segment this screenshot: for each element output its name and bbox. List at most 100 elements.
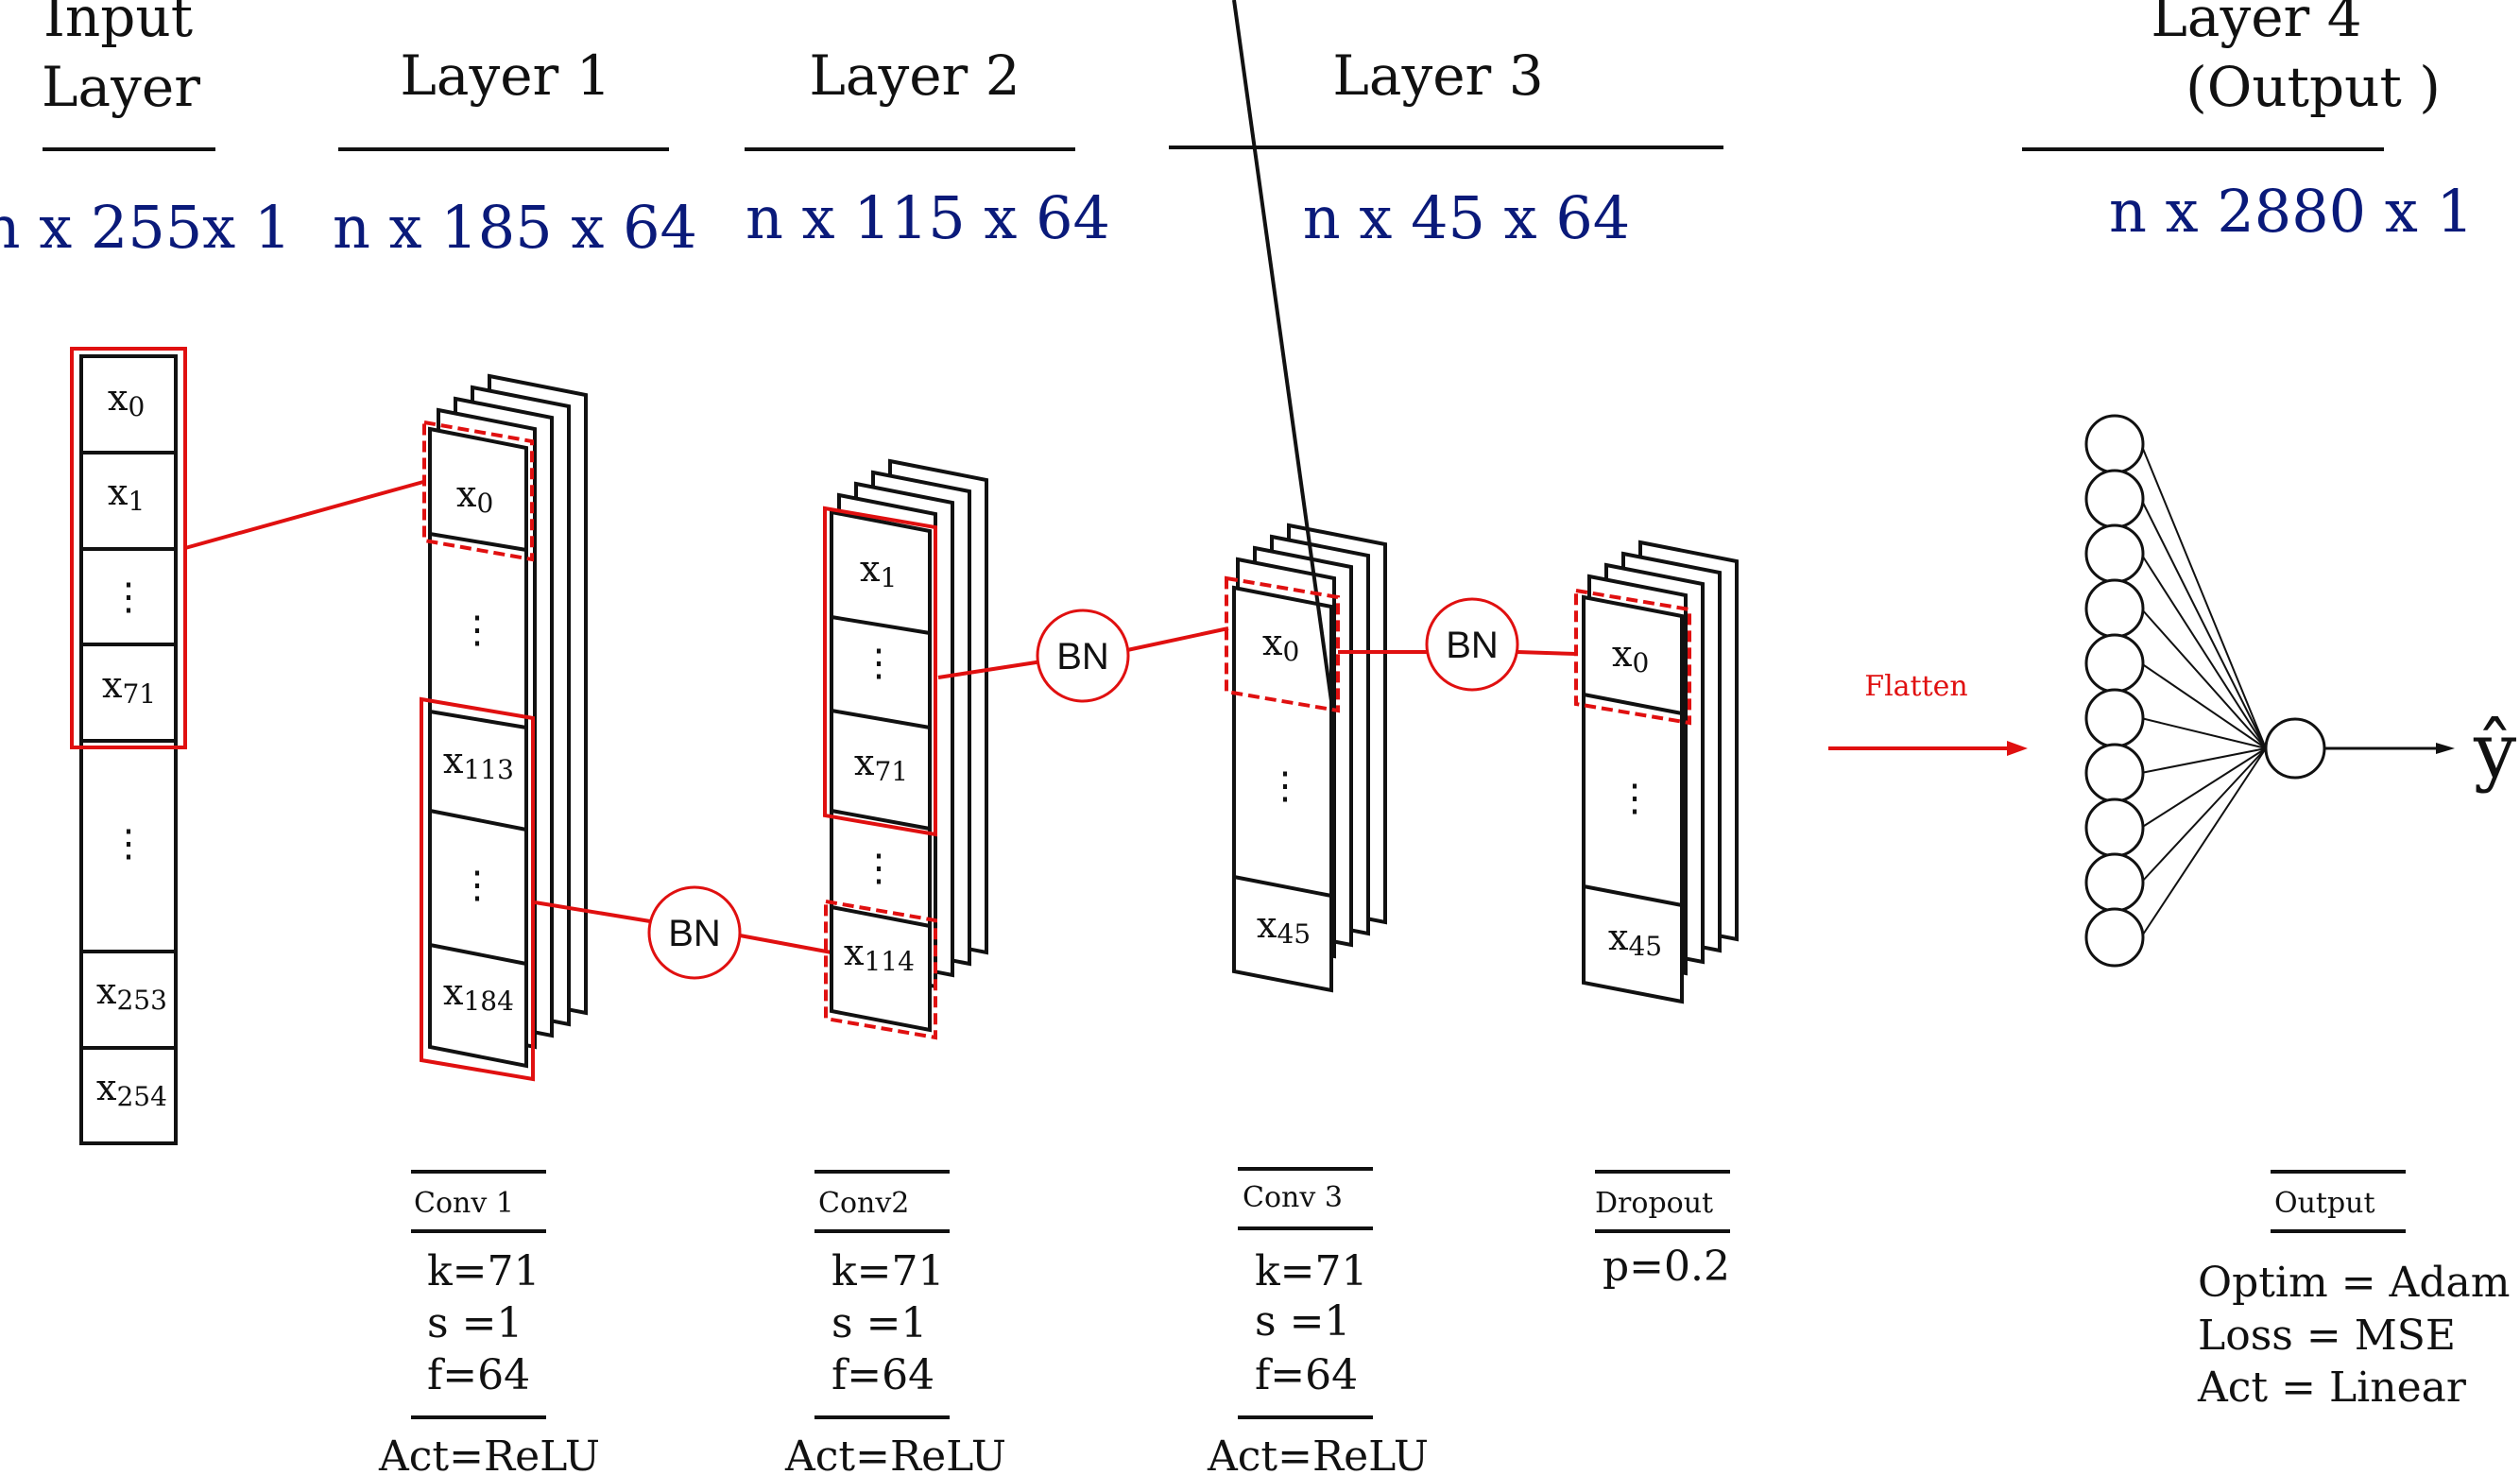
dropout-cell-x45: x45 xyxy=(1608,917,1662,962)
dropout-ellipsis: ⋮ xyxy=(1616,777,1654,820)
output-arrowhead xyxy=(2436,743,2455,754)
dense-connection xyxy=(2140,747,2267,883)
bn-circle-2 xyxy=(1036,609,1130,703)
layer1-title: Layer 1 xyxy=(400,43,610,108)
output-loss: Loss = MSE xyxy=(2198,1312,2456,1360)
layer2-front-map xyxy=(830,509,932,1033)
dense-neuron xyxy=(2084,633,2145,694)
conv2-stride: s =1 xyxy=(831,1299,927,1347)
conv3-activation: Act=ReLU xyxy=(1207,1432,1429,1475)
layer2-to-bn-connection xyxy=(937,660,1043,679)
layer1-x0-highlight xyxy=(422,420,534,562)
dense-connection xyxy=(2140,443,2267,749)
input-layer-title-line2: Layer xyxy=(42,55,200,119)
conv1-kernel: k=71 xyxy=(427,1247,540,1295)
bn-label-1: BN xyxy=(668,913,721,954)
layer1-dimension: n x 185 x 64 xyxy=(333,193,697,262)
dense-neuron xyxy=(2084,907,2145,968)
dense-connection xyxy=(2140,747,2267,829)
input-cell-x1: x1 xyxy=(108,472,145,517)
bn-label-3: BN xyxy=(1446,625,1499,666)
input-ellipsis-1: ⋮ xyxy=(110,575,147,619)
dense-connection xyxy=(2140,717,2267,749)
dropout-title: Dropout xyxy=(1595,1187,1713,1220)
input-ellipsis-2: ⋮ xyxy=(110,822,147,866)
layer3-feature-maps: x0 ⋮ x45 xyxy=(1225,0,1387,993)
output-params: Output Optim = Adam Loss = MSE Act = Lin… xyxy=(2197,1170,2510,1412)
dense-connection xyxy=(2140,662,2267,749)
flatten-arrowhead xyxy=(2007,741,2028,756)
layer1-ellipsis-1: ⋮ xyxy=(458,609,496,652)
batch-norm-1: BN xyxy=(647,885,742,980)
output-activation: Act = Linear xyxy=(2197,1364,2467,1412)
layer1-front-map xyxy=(428,426,528,1069)
output-dense-layer xyxy=(2084,414,2267,968)
layer4-dimension: n x 2880 x 1 xyxy=(2109,177,2474,246)
layer3-ellipsis: ⋮ xyxy=(1266,764,1304,808)
dense-connection xyxy=(2140,747,2267,938)
dense-connection xyxy=(2140,498,2267,749)
bn-to-dropout-connection xyxy=(1517,650,1577,656)
layer1-cell-x184: x184 xyxy=(443,971,514,1017)
output-optimizer: Optim = Adam xyxy=(2198,1259,2510,1307)
dropout-params: Dropout p=0.2 xyxy=(1595,1170,1730,1291)
conv2-params: Conv2 k=71 s =1 f=64 Act=ReLU xyxy=(784,1170,1006,1475)
layer3-cell-x0: x0 xyxy=(1262,622,1299,667)
layer2-cell-x1: x1 xyxy=(860,548,897,593)
dense-neuron xyxy=(2084,688,2145,748)
output-symbol-yhat: ŷ xyxy=(2473,707,2516,795)
conv3-stride: s =1 xyxy=(1255,1297,1350,1346)
bn-to-layer3-connection xyxy=(1126,626,1229,652)
layer1-feature-maps: x0 ⋮ x113 ⋮ x184 xyxy=(420,373,588,1082)
dense-connection xyxy=(2140,553,2267,749)
input-layer-title-line1: Input xyxy=(43,0,193,49)
input-cell-x71: x71 xyxy=(102,664,156,710)
conv1-activation: Act=ReLU xyxy=(378,1432,600,1475)
conv2-title: Conv2 xyxy=(818,1187,909,1220)
conv1-params: Conv 1 k=71 s =1 f=64 Act=ReLU xyxy=(378,1170,600,1475)
dropout-x0-highlight xyxy=(1574,588,1691,726)
batch-norm-3: BN xyxy=(1425,597,1519,692)
input-to-layer1-connection xyxy=(184,480,424,550)
conv3-kernel: k=71 xyxy=(1255,1247,1368,1295)
layer2-title: Layer 2 xyxy=(809,43,1020,108)
layer1-ellipsis-2: ⋮ xyxy=(458,864,496,907)
layer2-feature-maps: x1 ⋮ x71 ⋮ x114 xyxy=(823,458,988,1040)
output-title: Output xyxy=(2274,1187,2375,1220)
conv2-kernel: k=71 xyxy=(831,1247,945,1295)
dense-connection xyxy=(2140,608,2267,749)
dropout-feature-maps: x0 ⋮ x45 xyxy=(1574,540,1739,1004)
layer1-cell-x0: x0 xyxy=(456,473,493,519)
layer3-x0-highlight xyxy=(1225,575,1340,713)
dense-neuron xyxy=(2084,852,2145,913)
conv1-filters: f=64 xyxy=(427,1351,530,1399)
layer2-cell-x114: x114 xyxy=(844,932,915,977)
flatten-label: Flatten xyxy=(1864,670,1967,703)
bn-to-layer2-connection xyxy=(739,934,832,954)
input-vector: x0 x1 ⋮ x71 ⋮ x253 x254 xyxy=(70,347,187,1145)
dense-connection xyxy=(2140,747,2267,774)
conv2-activation: Act=ReLU xyxy=(784,1432,1006,1475)
bn-circle-1 xyxy=(647,885,742,980)
input-dimension: n x 255x 1 xyxy=(0,193,291,262)
input-cell-x253: x253 xyxy=(96,970,167,1016)
layer3-dimension: n x 45 x 64 xyxy=(1303,183,1630,252)
dropout-cell-x0: x0 xyxy=(1612,633,1649,678)
layer2-receptive-field-highlight xyxy=(823,506,937,837)
input-cell-x254: x254 xyxy=(96,1067,167,1112)
conv2-filters: f=64 xyxy=(831,1351,934,1399)
layer1-receptive-field-highlight xyxy=(420,696,535,1082)
layer3-title: Layer 3 xyxy=(1332,43,1543,108)
layer2-x114-highlight xyxy=(824,899,937,1040)
layer2-cell-x71: x71 xyxy=(854,742,908,787)
conv1-title: Conv 1 xyxy=(414,1187,514,1220)
conv3-title: Conv 3 xyxy=(1243,1181,1343,1214)
dense-neuron xyxy=(2084,743,2145,803)
layer1-to-bn-connection xyxy=(534,900,651,923)
bn-label-2: BN xyxy=(1056,636,1109,677)
layer4-title-line1: Layer 4 xyxy=(2151,0,2361,49)
dense-neuron xyxy=(2084,578,2145,639)
batch-norm-2: BN xyxy=(1036,609,1130,703)
dense-neuron xyxy=(2084,469,2145,529)
